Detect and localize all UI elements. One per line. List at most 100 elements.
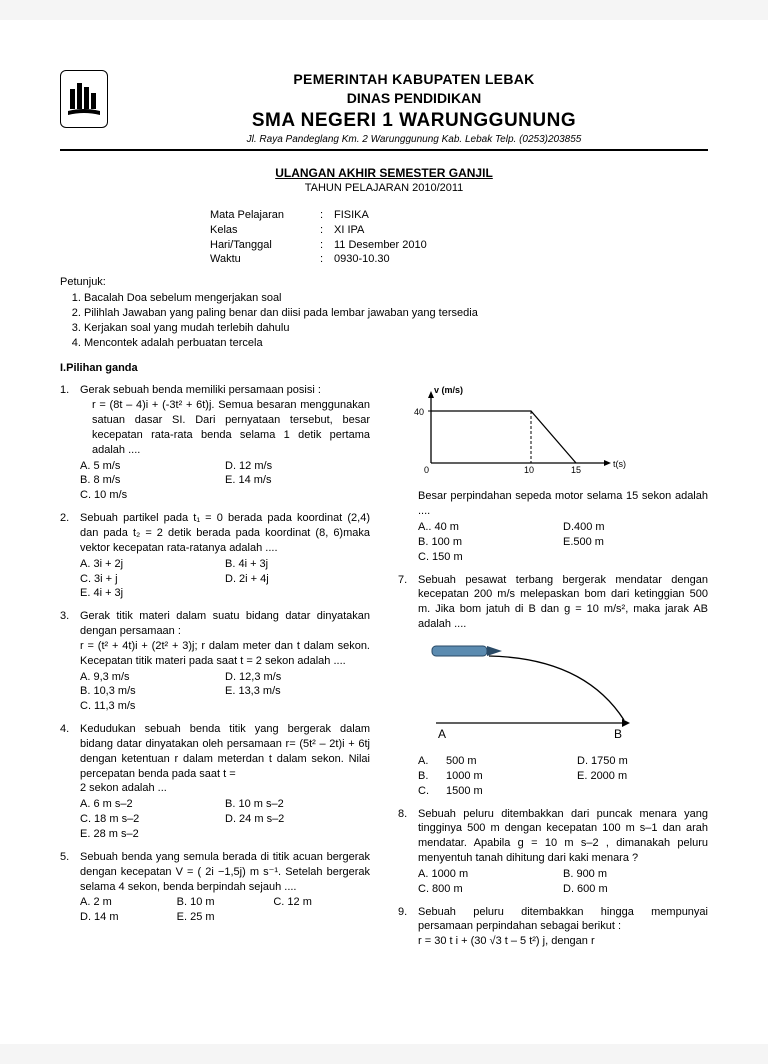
option: A. 1000 m bbox=[418, 867, 563, 882]
option: C. 12 m bbox=[273, 895, 370, 910]
question-text: Gerak sebuah benda memiliki persamaan po… bbox=[80, 383, 370, 398]
info-value: FISIKA bbox=[334, 208, 369, 223]
option-value: 500 m bbox=[446, 754, 577, 769]
instructions-title: Petunjuk: bbox=[60, 275, 708, 290]
option: D. 14 m bbox=[80, 910, 177, 925]
exam-title: ULANGAN AKHIR SEMESTER GANJIL bbox=[60, 165, 708, 181]
option: C. 10 m/s bbox=[80, 488, 370, 503]
section-heading: I.Pilihan ganda bbox=[60, 361, 708, 376]
option: E. 14 m/s bbox=[225, 473, 370, 488]
question-text: Besar perpindahan sepeda motor selama 15… bbox=[418, 489, 708, 519]
question-6: Besar perpindahan sepeda motor selama 15… bbox=[398, 489, 708, 564]
question-text: Sebuah pesawat terbang bergerak mendatar… bbox=[418, 573, 708, 632]
option: D. 12,3 m/s bbox=[225, 670, 370, 685]
option: A. bbox=[418, 754, 446, 769]
dept-line: DINAS PENDIDIKAN bbox=[120, 89, 708, 108]
question-5: 5. Sebuah benda yang semula berada di ti… bbox=[60, 850, 370, 925]
option: D.400 m bbox=[563, 520, 708, 535]
option: C. 11,3 m/s bbox=[80, 699, 370, 714]
question-text: Sebuah partikel pada t₁ = 0 berada pada … bbox=[80, 511, 370, 556]
option: C. 800 m bbox=[418, 882, 563, 897]
exam-subtitle: TAHUN PELAJARAN 2010/2011 bbox=[60, 181, 708, 196]
point-a-label: A bbox=[438, 727, 446, 741]
school-address: Jl. Raya Pandeglang Km. 2 Warunggunung K… bbox=[120, 133, 708, 147]
option: A. 6 m s–2 bbox=[80, 797, 225, 812]
option: E. 25 m bbox=[177, 910, 274, 925]
question-1: 1. Gerak sebuah benda memiliki persamaan… bbox=[60, 383, 370, 503]
x-tick-15: 15 bbox=[571, 465, 581, 475]
option: C. 18 m s–2 bbox=[80, 812, 225, 827]
letterhead: PEMERINTAH KABUPATEN LEBAK DINAS PENDIDI… bbox=[60, 70, 708, 151]
question-2: 2. Sebuah partikel pada t₁ = 0 berada pa… bbox=[60, 511, 370, 601]
option: E. 2000 m bbox=[577, 769, 708, 784]
option: B. 4i + 3j bbox=[225, 557, 370, 572]
projectile-diagram: A B bbox=[424, 638, 708, 748]
option: B. bbox=[418, 769, 446, 784]
option: E. 4i + 3j bbox=[80, 586, 370, 601]
option: D. 1750 m bbox=[577, 754, 708, 769]
x-tick-10: 10 bbox=[524, 465, 534, 475]
question-columns: 1. Gerak sebuah benda memiliki persamaan… bbox=[60, 383, 708, 957]
school-name: SMA NEGERI 1 WARUNGGUNUNG bbox=[120, 108, 708, 134]
question-3: 3. Gerak titik materi dalam suatu bidang… bbox=[60, 609, 370, 714]
point-b-label: B bbox=[614, 727, 622, 741]
option: B. 10 m s–2 bbox=[225, 797, 370, 812]
gov-line: PEMERINTAH KABUPATEN LEBAK bbox=[120, 70, 708, 89]
option: D. 12 m/s bbox=[225, 459, 370, 474]
header-text: PEMERINTAH KABUPATEN LEBAK DINAS PENDIDI… bbox=[120, 70, 708, 147]
instruction-item: Pilihlah Jawaban yang paling benar dan d… bbox=[84, 306, 708, 321]
option: A. 2 m bbox=[80, 895, 177, 910]
option-value: 1000 m bbox=[446, 769, 577, 784]
option: A. 3i + 2j bbox=[80, 557, 225, 572]
bomb-trajectory-icon: A B bbox=[424, 638, 654, 748]
option: E.500 m bbox=[563, 535, 708, 550]
info-label: Mata Pelajaran bbox=[210, 208, 320, 223]
vt-graph-icon: v (m/s) 40 0 10 15 t(s) bbox=[406, 383, 626, 483]
option: B. 8 m/s bbox=[80, 473, 225, 488]
option: D. 600 m bbox=[563, 882, 708, 897]
right-column: v (m/s) 40 0 10 15 t(s) bbox=[398, 383, 708, 957]
option: B. 900 m bbox=[563, 867, 708, 882]
question-equation: r = 30 t i + (30 √3 t – 5 t²) j, dengan … bbox=[418, 934, 708, 949]
question-4: 4. Kedudukan sebuah benda titik yang ber… bbox=[60, 722, 370, 842]
option: C. 150 m bbox=[418, 550, 708, 565]
option: E. 13,3 m/s bbox=[225, 684, 370, 699]
question-equation: r = (t² + 4t)i + (2t² + 3)j; r dalam met… bbox=[80, 639, 370, 669]
option: B. 10,3 m/s bbox=[80, 684, 225, 699]
question-text: Sebuah peluru ditembakkan dari puncak me… bbox=[418, 807, 708, 866]
info-label: Waktu bbox=[210, 252, 320, 267]
instruction-item: Bacalah Doa sebelum mengerjakan soal bbox=[84, 291, 708, 306]
info-label: Hari/Tanggal bbox=[210, 238, 320, 253]
school-logo bbox=[60, 70, 108, 128]
instruction-item: Kerjakan soal yang mudah terlebih dahulu bbox=[84, 321, 708, 336]
exam-info: Mata Pelajaran:FISIKA Kelas:XI IPA Hari/… bbox=[210, 208, 708, 267]
info-value: 11 Desember 2010 bbox=[334, 238, 427, 253]
info-value: 0930-10.30 bbox=[334, 252, 390, 267]
x-axis-label: t(s) bbox=[613, 459, 626, 469]
option: B. 100 m bbox=[418, 535, 563, 550]
instructions-block: Petunjuk: Bacalah Doa sebelum mengerjaka… bbox=[60, 275, 708, 350]
option: B. 10 m bbox=[177, 895, 274, 910]
y-axis-label: v (m/s) bbox=[434, 385, 463, 395]
question-equation: r = (8t – 4)i + (-3t² + 6t)j. Semua besa… bbox=[80, 398, 370, 457]
info-value: XI IPA bbox=[334, 223, 364, 238]
option: A. 9,3 m/s bbox=[80, 670, 225, 685]
exam-page: PEMERINTAH KABUPATEN LEBAK DINAS PENDIDI… bbox=[0, 20, 768, 1044]
left-column: 1. Gerak sebuah benda memiliki persamaan… bbox=[60, 383, 370, 957]
question-text: Gerak titik materi dalam suatu bidang da… bbox=[80, 609, 370, 639]
option: C. bbox=[418, 784, 446, 799]
option: D. 2i + 4j bbox=[225, 572, 370, 587]
question-text: Sebuah peluru ditembakkan hingga mempuny… bbox=[418, 905, 708, 935]
velocity-graph: v (m/s) 40 0 10 15 t(s) bbox=[406, 383, 708, 483]
question-7: 7. Sebuah pesawat terbang bergerak menda… bbox=[398, 573, 708, 799]
instructions-list: Bacalah Doa sebelum mengerjakan soal Pil… bbox=[84, 291, 708, 350]
question-text: Sebuah benda yang semula berada di titik… bbox=[80, 850, 370, 895]
option: C. 3i + j bbox=[80, 572, 225, 587]
question-9: 9. Sebuah peluru ditembakkan hingga memp… bbox=[398, 905, 708, 950]
info-label: Kelas bbox=[210, 223, 320, 238]
option: A. 5 m/s bbox=[80, 459, 225, 474]
option: A.. 40 m bbox=[418, 520, 563, 535]
question-text: Kedudukan sebuah benda titik yang berger… bbox=[80, 722, 370, 781]
option: E. 28 m s–2 bbox=[80, 827, 370, 842]
y-tick-40: 40 bbox=[414, 407, 424, 417]
